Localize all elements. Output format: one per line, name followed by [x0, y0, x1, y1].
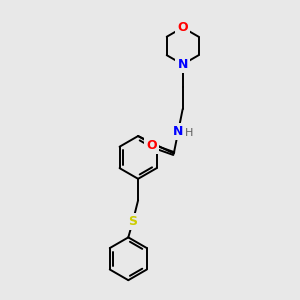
- Text: N: N: [178, 58, 188, 71]
- Text: N: N: [173, 125, 183, 138]
- Text: O: O: [146, 139, 157, 152]
- Text: H: H: [185, 128, 193, 138]
- Text: O: O: [177, 21, 188, 34]
- Text: S: S: [128, 215, 137, 228]
